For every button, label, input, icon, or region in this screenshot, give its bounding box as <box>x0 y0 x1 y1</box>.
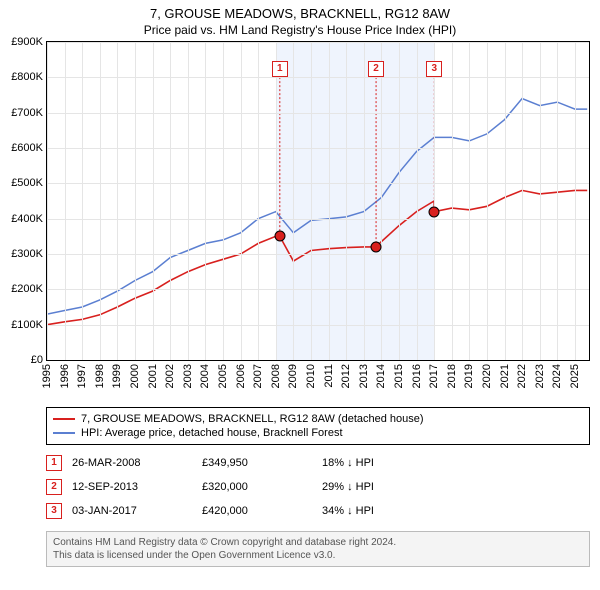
sale-row: 3 03-JAN-2017 £420,000 34% ↓ HPI <box>46 499 590 523</box>
x-tick-label: 2018 <box>446 364 458 388</box>
x-tick-label: 2002 <box>164 364 176 388</box>
legend-item-hpi: HPI: Average price, detached house, Brac… <box>53 426 583 440</box>
footer-line: This data is licensed under the Open Gov… <box>53 549 583 562</box>
legend-label: 7, GROUSE MEADOWS, BRACKNELL, RG12 8AW (… <box>81 413 424 425</box>
line-svg <box>47 42 589 360</box>
x-tick-label: 2023 <box>534 364 546 388</box>
chart-marker: 2 <box>368 61 384 77</box>
chart-area: £0£100K£200K£300K£400K£500K£600K£700K£80… <box>46 41 590 361</box>
x-tick-label: 2006 <box>235 364 247 388</box>
y-tick-label: £600K <box>11 142 43 154</box>
y-tick-label: £900K <box>11 36 43 48</box>
sale-delta: 18% ↓ HPI <box>322 457 590 469</box>
chart-title: 7, GROUSE MEADOWS, BRACKNELL, RG12 8AW <box>0 0 600 21</box>
x-tick-label: 2000 <box>129 364 141 388</box>
x-tick-label: 2013 <box>358 364 370 388</box>
footer-line: Contains HM Land Registry data © Crown c… <box>53 536 583 549</box>
x-tick-label: 2010 <box>305 364 317 388</box>
data-point <box>274 231 285 242</box>
sale-row: 1 26-MAR-2008 £349,950 18% ↓ HPI <box>46 451 590 475</box>
x-tick-label: 2019 <box>463 364 475 388</box>
x-tick-label: 2012 <box>340 364 352 388</box>
x-tick-label: 2014 <box>375 364 387 388</box>
y-tick-label: £200K <box>11 283 43 295</box>
sale-marker: 3 <box>46 503 62 519</box>
x-tick-label: 2021 <box>499 364 511 388</box>
sales-table: 1 26-MAR-2008 £349,950 18% ↓ HPI 2 12-SE… <box>46 451 590 523</box>
chart-marker: 1 <box>272 61 288 77</box>
sale-date: 26-MAR-2008 <box>72 457 202 469</box>
x-tick-label: 1996 <box>59 364 71 388</box>
x-tick-label: 2015 <box>393 364 405 388</box>
x-tick-label: 2004 <box>199 364 211 388</box>
y-tick-label: £500K <box>11 177 43 189</box>
sale-marker: 2 <box>46 479 62 495</box>
sale-row: 2 12-SEP-2013 £320,000 29% ↓ HPI <box>46 475 590 499</box>
data-point <box>429 206 440 217</box>
sale-delta: 29% ↓ HPI <box>322 481 590 493</box>
x-tick-label: 2009 <box>287 364 299 388</box>
chart-marker: 3 <box>426 61 442 77</box>
x-tick-label: 2011 <box>323 364 335 388</box>
legend-swatch <box>53 418 75 420</box>
sale-date: 12-SEP-2013 <box>72 481 202 493</box>
x-tick-label: 2005 <box>217 364 229 388</box>
x-tick-label: 2025 <box>569 364 581 388</box>
x-tick-label: 2024 <box>551 364 563 388</box>
y-tick-label: £700K <box>11 107 43 119</box>
y-tick-label: £100K <box>11 319 43 331</box>
x-tick-label: 1999 <box>111 364 123 388</box>
x-tick-label: 2008 <box>270 364 282 388</box>
footer-attribution: Contains HM Land Registry data © Crown c… <box>46 531 590 567</box>
legend: 7, GROUSE MEADOWS, BRACKNELL, RG12 8AW (… <box>46 407 590 445</box>
sale-price: £320,000 <box>202 481 322 493</box>
plot-region: £0£100K£200K£300K£400K£500K£600K£700K£80… <box>46 41 590 361</box>
x-tick-label: 2003 <box>182 364 194 388</box>
x-tick-label: 1995 <box>41 364 53 388</box>
x-tick-label: 2022 <box>516 364 528 388</box>
x-tick-label: 2017 <box>428 364 440 388</box>
x-tick-label: 2001 <box>147 364 159 388</box>
sale-date: 03-JAN-2017 <box>72 505 202 517</box>
sale-delta: 34% ↓ HPI <box>322 505 590 517</box>
x-tick-label: 2016 <box>411 364 423 388</box>
legend-swatch <box>53 432 75 434</box>
chart-container: 7, GROUSE MEADOWS, BRACKNELL, RG12 8AW P… <box>0 0 600 590</box>
sale-marker: 1 <box>46 455 62 471</box>
chart-subtitle: Price paid vs. HM Land Registry's House … <box>0 21 600 41</box>
x-tick-label: 2020 <box>481 364 493 388</box>
legend-item-property: 7, GROUSE MEADOWS, BRACKNELL, RG12 8AW (… <box>53 412 583 426</box>
data-point <box>371 241 382 252</box>
x-tick-label: 1998 <box>94 364 106 388</box>
sale-price: £349,950 <box>202 457 322 469</box>
legend-label: HPI: Average price, detached house, Brac… <box>81 427 343 439</box>
y-tick-label: £400K <box>11 213 43 225</box>
sale-price: £420,000 <box>202 505 322 517</box>
y-tick-label: £300K <box>11 248 43 260</box>
x-tick-label: 2007 <box>252 364 264 388</box>
y-tick-label: £800K <box>11 71 43 83</box>
x-tick-label: 1997 <box>76 364 88 388</box>
